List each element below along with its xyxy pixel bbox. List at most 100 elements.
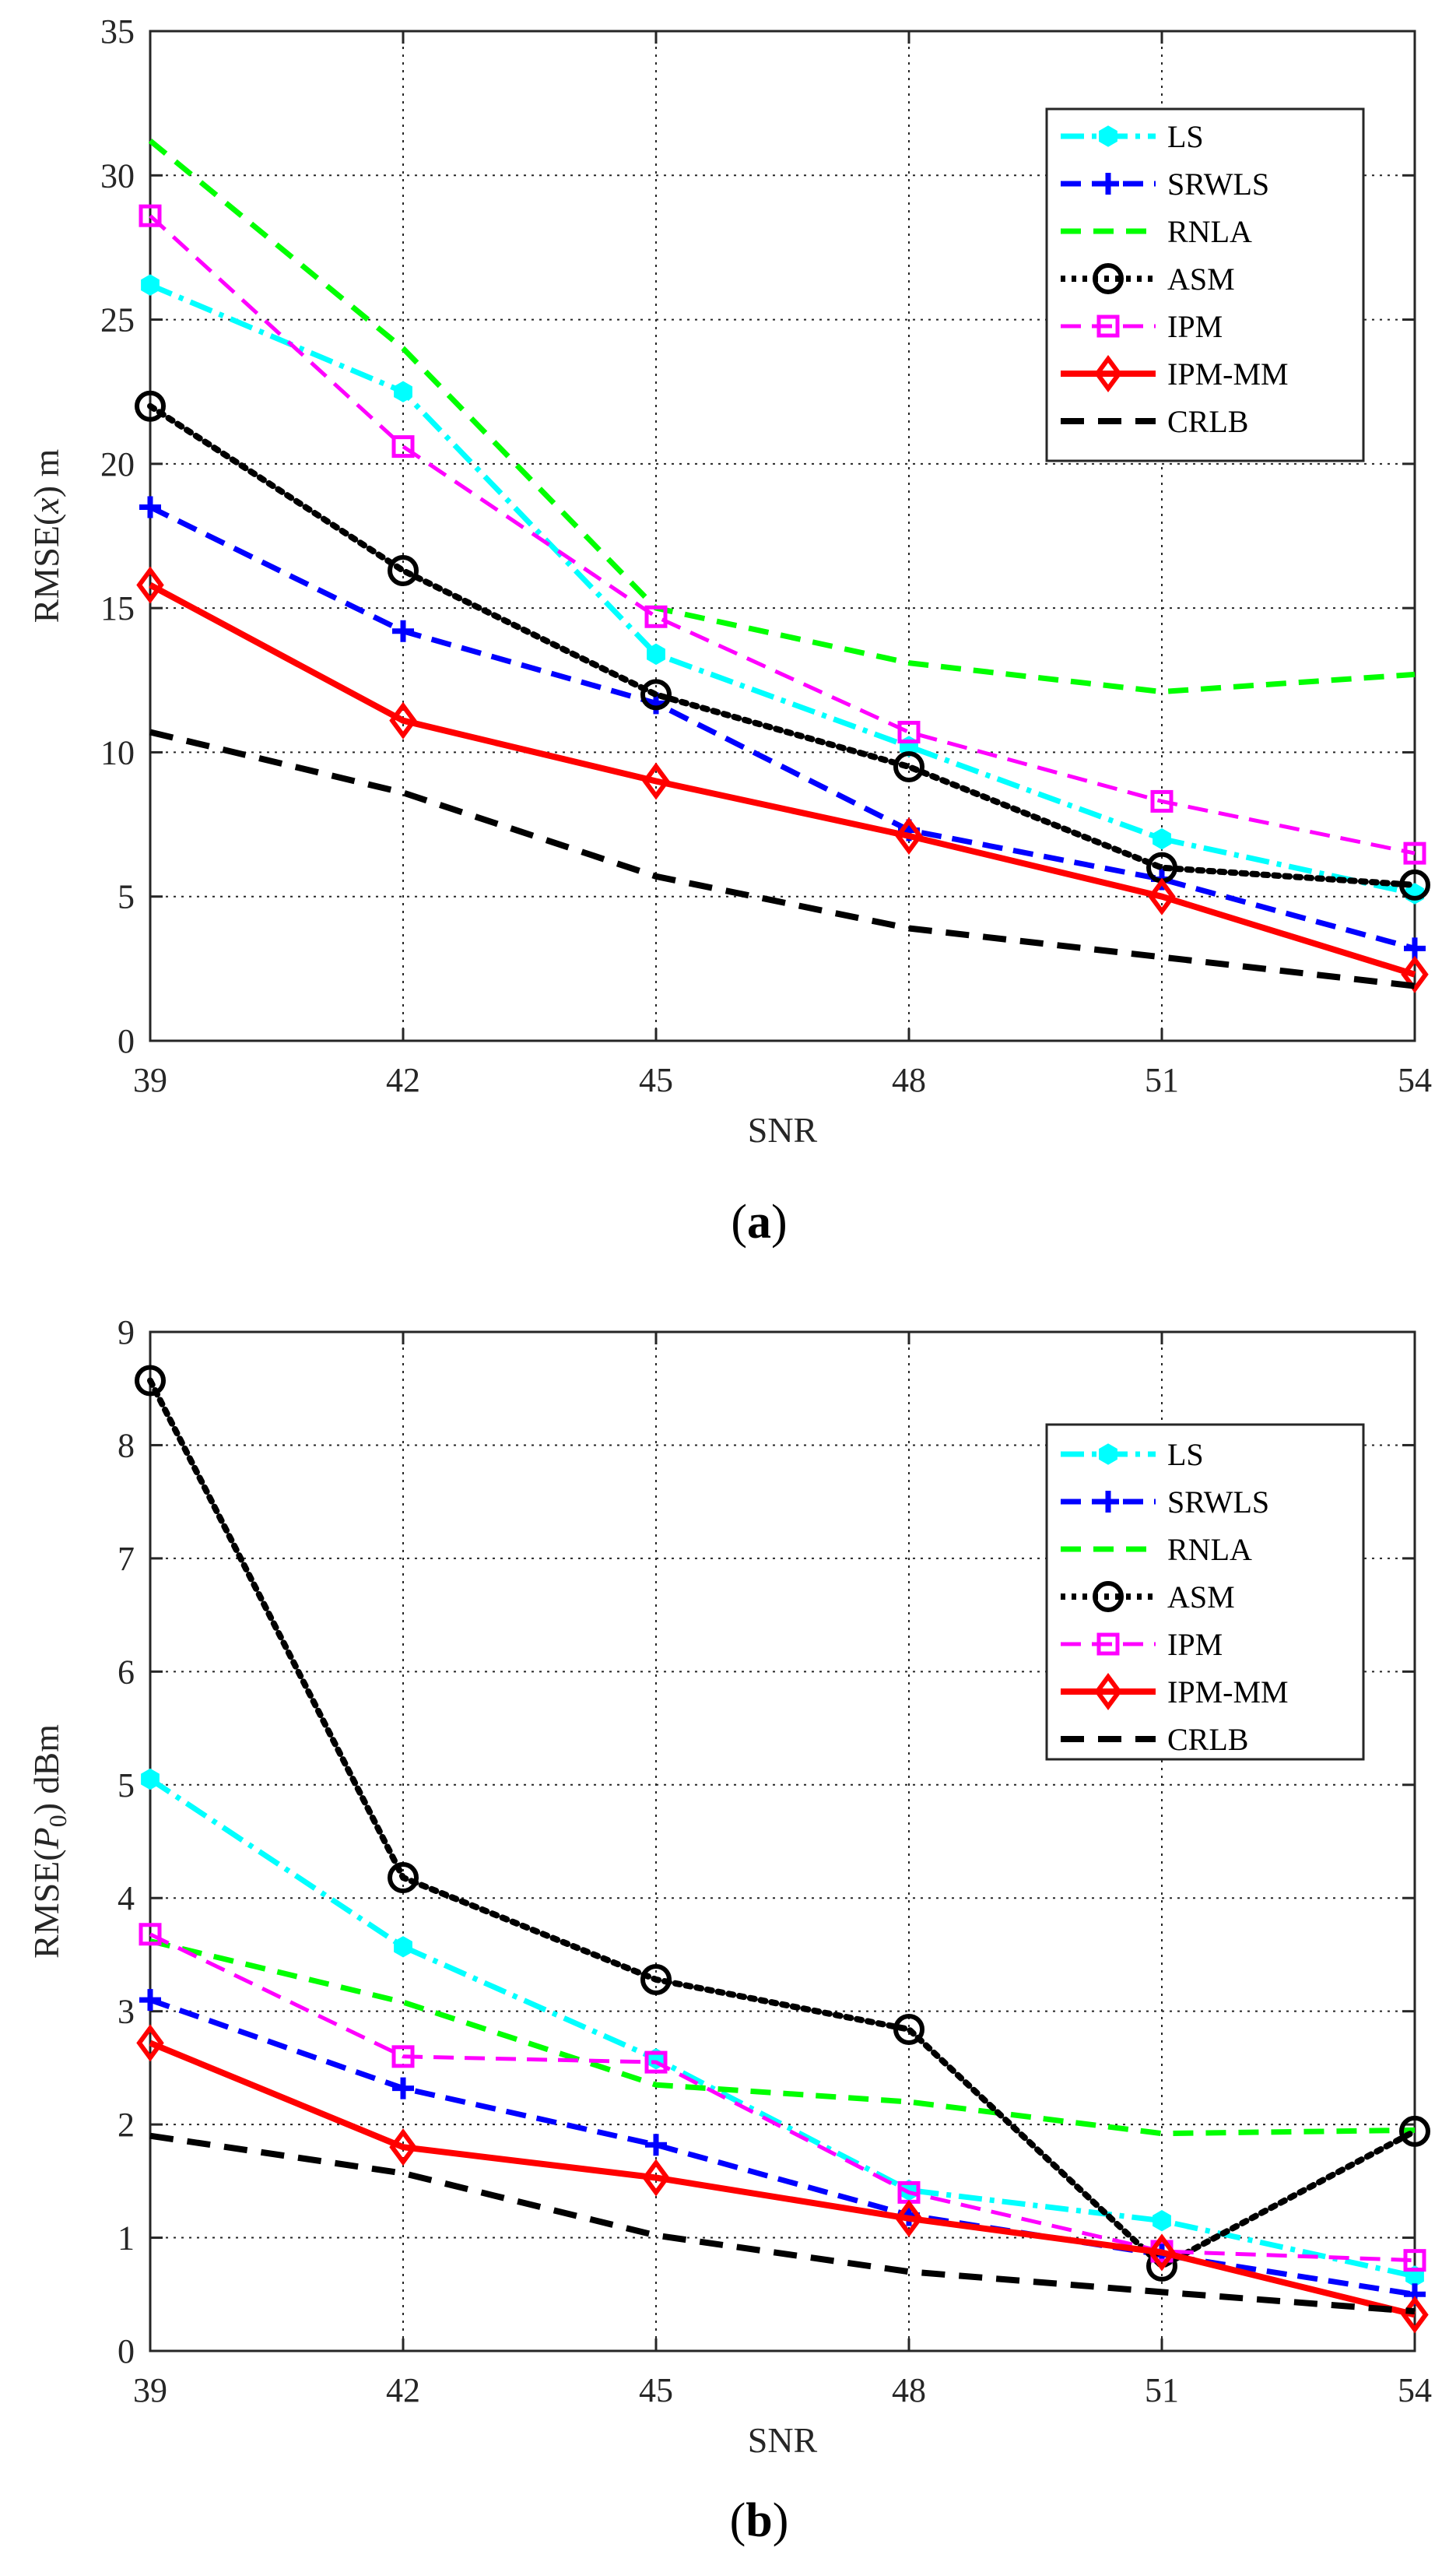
data-point <box>895 2199 923 2237</box>
data-point <box>139 1989 161 2012</box>
y-axis-label: RMSE(P0) dBm <box>26 1724 72 1959</box>
x-tick-label: 48 <box>892 2371 926 2409</box>
legend-marker <box>1093 263 1124 294</box>
y-tick-label: 30 <box>100 156 135 195</box>
data-point <box>1148 2233 1176 2272</box>
y-tick-label: 1 <box>118 2219 135 2258</box>
series-crlb <box>149 729 1416 989</box>
axes-box <box>149 1330 1416 2352</box>
x-tick-label: 42 <box>386 1061 420 1099</box>
data-point <box>642 2159 670 2197</box>
x-tick-label: 45 <box>639 2371 673 2409</box>
y-tick-label: 8 <box>118 1426 135 1464</box>
series-line <box>149 582 1416 978</box>
series-line <box>149 504 1416 951</box>
series-line <box>149 729 1416 989</box>
y-tick-label: 4 <box>118 1879 135 1917</box>
legend-marker <box>1093 1581 1124 1612</box>
data-point <box>640 1963 672 1995</box>
legend-label-ls: LS <box>1167 1437 1204 1472</box>
data-point <box>893 2013 924 2045</box>
series-line <box>149 214 1416 856</box>
x-axis-label: SNR <box>748 2420 818 2460</box>
legend-marker <box>1097 173 1119 195</box>
data-point <box>135 390 166 422</box>
data-point <box>895 817 923 855</box>
legend-marker <box>1096 1632 1120 1656</box>
x-tick-label: 39 <box>133 1061 167 1099</box>
legend-box <box>1045 1423 1365 1761</box>
data-point <box>1153 827 1171 850</box>
legend-label-rnla: RNLA <box>1167 214 1252 249</box>
chart-a: 39 42 45 48 51 54 0 5 10 15 20 25 30 35 SNR RMSE(x) m LS… <box>26 12 1432 1249</box>
data-point <box>391 2045 415 2068</box>
series-line <box>149 1776 1416 2279</box>
legend-label-crlb: CRLB <box>1167 1722 1248 1757</box>
data-point <box>1399 2115 1430 2147</box>
x-tick-label: 54 <box>1398 2371 1432 2409</box>
x-tick-label: 39 <box>133 2371 167 2409</box>
y-tick-label: 35 <box>100 12 135 51</box>
y-tick-label: 10 <box>100 733 135 771</box>
y-axis-label: RMSE(x) m <box>26 448 66 623</box>
y-tick-label: 15 <box>100 589 135 627</box>
data-point <box>1403 842 1426 865</box>
series-ipm <box>139 204 1426 865</box>
series-rnla <box>148 139 1416 695</box>
data-point <box>139 204 162 227</box>
x-tick-label: 45 <box>639 1061 673 1099</box>
x-tick-label: 51 <box>1145 2371 1179 2409</box>
data-point <box>1401 955 1429 993</box>
data-point <box>394 381 412 402</box>
legend-label-srwls: SRWLS <box>1167 1485 1269 1520</box>
series-line <box>147 402 1418 888</box>
y-tick-label: 9 <box>118 1313 135 1351</box>
legend-label-ls: LS <box>1167 119 1204 154</box>
axes-box <box>149 30 1416 1042</box>
series-line <box>149 1932 1416 2263</box>
series-line <box>149 1997 1416 2297</box>
data-point <box>645 2134 667 2156</box>
legend-marker <box>1094 1672 1122 1711</box>
data-point <box>136 566 164 604</box>
legend-label-rnla: RNLA <box>1167 1532 1252 1567</box>
data-point <box>388 554 419 586</box>
legend-label-asm: ASM <box>1167 262 1235 297</box>
data-point <box>1148 877 1176 915</box>
data-point <box>893 750 924 782</box>
y-tick-label: 3 <box>118 1993 135 2031</box>
data-point <box>139 1923 162 1946</box>
series-line <box>147 1377 1418 2269</box>
figure-caption: (b) <box>730 2494 789 2547</box>
series-line <box>149 282 1416 897</box>
data-point <box>897 720 921 743</box>
legend: LS SRWLS RNLA ASM IPM IPM-MM CRLB <box>1045 1423 1365 1761</box>
legend-label-asm: ASM <box>1167 1579 1235 1615</box>
series-ipm-mm <box>136 566 1429 993</box>
data-point <box>1150 789 1174 813</box>
data-point <box>392 620 414 642</box>
legend-marker <box>1099 125 1117 147</box>
y-tick-label: 2 <box>118 2106 135 2144</box>
data-point <box>389 2128 417 2166</box>
y-tick-label: 25 <box>100 301 135 339</box>
series-ls <box>141 274 1424 905</box>
x-tick-label: 54 <box>1398 1061 1432 1099</box>
series-crlb <box>149 2132 1416 2315</box>
y-tick-label: 5 <box>118 1766 135 1804</box>
data-point <box>644 605 668 628</box>
data-point <box>135 1365 166 1397</box>
x-axis-label: SNR <box>748 1110 818 1150</box>
data-point <box>141 274 160 296</box>
data-point <box>392 2077 414 2099</box>
figure-caption: (a) <box>731 1196 787 1249</box>
legend-box <box>1045 107 1365 462</box>
y-tick-label: 0 <box>118 2332 135 2370</box>
data-point <box>642 762 670 800</box>
legend-label-ipm-mm: IPM-MM <box>1167 1674 1289 1709</box>
y-tick-label: 7 <box>118 1540 135 1578</box>
series-asm <box>135 390 1430 901</box>
data-point <box>136 2024 164 2062</box>
data-point <box>389 701 417 740</box>
